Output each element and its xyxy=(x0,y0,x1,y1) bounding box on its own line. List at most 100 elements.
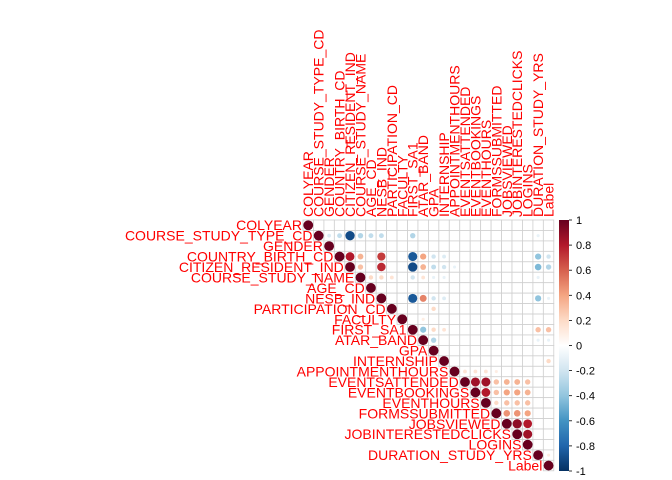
column-label: EVENTHOURS xyxy=(478,120,494,217)
column-label: Label xyxy=(541,183,557,217)
grid-cell xyxy=(386,261,398,273)
correlation-circle xyxy=(431,327,436,332)
colorbar-tick-label: -0.8 xyxy=(576,441,595,453)
correlation-circle xyxy=(503,379,510,385)
grid-cell xyxy=(501,219,513,231)
grid-cell xyxy=(386,230,398,242)
row-label: LOGINS xyxy=(469,437,522,453)
grid-cell xyxy=(417,240,429,252)
grid-cell xyxy=(542,230,555,242)
grid-cell xyxy=(344,240,356,252)
column-label: GENDER xyxy=(321,157,337,217)
grid-cell xyxy=(427,240,440,252)
grid-cell xyxy=(480,303,492,315)
grid-cell xyxy=(522,230,534,242)
column-label: NESB_IND xyxy=(373,147,389,217)
grid-cell xyxy=(448,334,461,346)
correlation-circle xyxy=(546,358,551,364)
grid-cell xyxy=(469,271,482,284)
grid-cell xyxy=(490,355,502,367)
grid-cell xyxy=(501,313,513,325)
grid-cell xyxy=(469,219,482,231)
grid-cell xyxy=(407,219,419,231)
grid-cell xyxy=(542,397,555,409)
grid-cell xyxy=(427,282,440,294)
grid-cell xyxy=(448,230,461,242)
grid-cell xyxy=(396,240,408,252)
correlation-circle xyxy=(512,429,523,440)
grid-cell xyxy=(480,261,492,273)
colorbar-tick-label: 0 xyxy=(576,341,582,353)
column-label: CITIZEN_RESIDENT_IND xyxy=(342,52,358,217)
grid-cell xyxy=(542,386,555,399)
correlation-circle xyxy=(463,369,467,374)
grid-cell xyxy=(354,240,367,252)
grid-cell xyxy=(438,344,450,357)
correlation-circle xyxy=(408,293,418,303)
grid-cell xyxy=(480,271,492,284)
grid-cell xyxy=(459,313,471,325)
grid-cell xyxy=(511,219,523,231)
correlation-circle xyxy=(535,253,542,260)
correlation-circle xyxy=(327,233,332,238)
correlation-circle xyxy=(366,283,376,293)
grid-cell xyxy=(469,240,482,252)
grid-cell xyxy=(522,365,534,378)
grid-cell xyxy=(542,428,555,440)
column-label: COURSE_STUDY_TYPE_CD xyxy=(311,30,327,218)
grid-cell xyxy=(438,334,450,346)
correlation-circle xyxy=(481,377,491,387)
grid-cell xyxy=(511,355,523,367)
grid-cell xyxy=(522,292,534,304)
correlation-circle xyxy=(345,262,355,272)
row-label: COURSE_STUDY_NAME xyxy=(191,269,354,285)
colorbar-tick-label: -0.4 xyxy=(576,391,595,403)
colorbar-gradient xyxy=(559,220,569,471)
grid-cell xyxy=(469,344,482,357)
grid-cell xyxy=(469,292,482,304)
grid-cell xyxy=(490,324,502,336)
grid-cell xyxy=(448,240,461,252)
grid-cell xyxy=(542,365,555,378)
colorbar-tick-label: 0.2 xyxy=(576,315,591,327)
row-label: CITIZEN_RESIDENT_IND xyxy=(179,259,344,275)
colorbar: 1 0.8 0.6 0.4 0.2 0 -0.2 -0.4 -0.6 -0.8 -1 xyxy=(559,215,595,478)
grid-cell xyxy=(522,219,534,231)
grid-cell xyxy=(522,313,534,325)
grid-cell xyxy=(365,261,377,273)
column-label: JOBINTERESTEDCLICKS xyxy=(509,51,525,217)
correlation-circle xyxy=(431,254,436,259)
grid-cell xyxy=(542,407,555,419)
row-label: APPOINTMENTHOURS xyxy=(297,364,449,380)
grid-cell xyxy=(490,230,502,242)
grid-cell xyxy=(511,324,523,336)
correlation-circle xyxy=(421,317,425,321)
correlation-circle xyxy=(524,410,531,417)
colorbar-tick-label: 0.4 xyxy=(576,290,591,302)
grid-cell xyxy=(511,313,523,325)
correlation-circle xyxy=(431,296,436,301)
correlation-circle xyxy=(408,252,418,262)
grid-cell xyxy=(490,261,502,273)
column-label: COURSE_STUDY_NAME xyxy=(352,54,368,217)
grid-cell xyxy=(448,250,461,263)
grid-cell xyxy=(459,334,471,346)
row-labels: COLYEARCOURSE_STUDY_TYPE_CDGENDERCOUNTRY… xyxy=(125,217,542,473)
row-label: JOBINTERESTEDCLICKS xyxy=(345,426,511,442)
grid-cell xyxy=(438,303,450,315)
grid-cell xyxy=(532,282,544,294)
row-label: GPA xyxy=(399,343,428,359)
grid-cell xyxy=(490,219,502,231)
correlation-circle xyxy=(355,272,366,283)
grid-cell xyxy=(511,365,523,378)
correlation-circle xyxy=(357,264,364,270)
grid-cell xyxy=(469,250,482,263)
grid-cell xyxy=(427,230,440,242)
column-label: DURATION_STUDY_YRS xyxy=(530,53,546,217)
grid-cell xyxy=(438,282,450,294)
correlation-circle xyxy=(420,326,427,333)
correlation-circle xyxy=(410,275,415,280)
grid-cell xyxy=(542,240,555,252)
grid-cell xyxy=(532,386,544,399)
grid-cell xyxy=(313,219,325,231)
